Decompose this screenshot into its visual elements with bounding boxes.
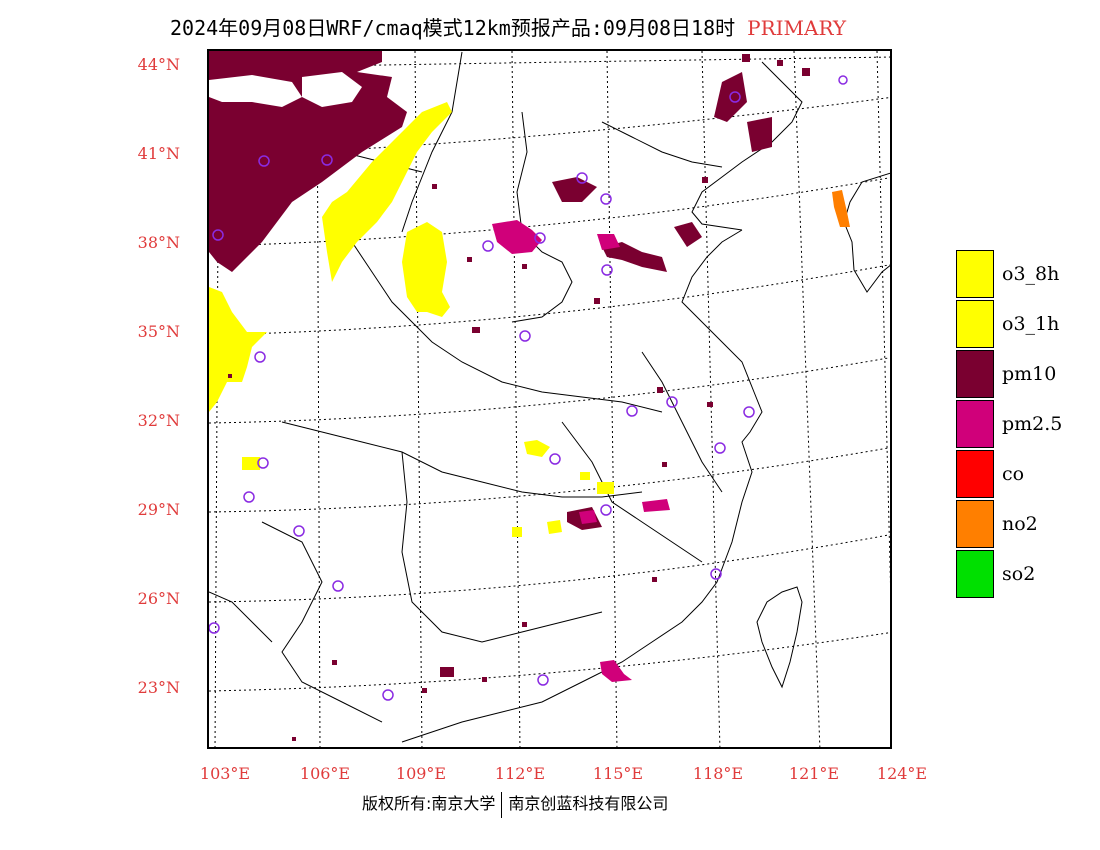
o3-field — [209, 102, 614, 537]
legend-item-so2: so2 — [956, 549, 1062, 599]
legend-swatch — [956, 550, 994, 598]
pm10-field — [209, 51, 772, 677]
legend-label: o3_1h — [1002, 313, 1060, 335]
map-svg — [209, 51, 890, 747]
legend-swatch — [956, 400, 994, 448]
legend-item-o3-1h: o3_1h — [956, 299, 1062, 349]
pm10-background-cut — [209, 72, 362, 107]
legend-item-pm10: pm10 — [956, 349, 1062, 399]
boundaries — [209, 51, 890, 743]
footer-separator — [501, 791, 503, 818]
lon-label-115: 115°E — [592, 764, 644, 783]
legend-label: co — [1002, 463, 1025, 485]
copyright-footer: 版权所有:南京大学 南京创蓝科技有限公司 — [362, 790, 668, 818]
lat-label-23: 23°N — [137, 678, 180, 697]
lat-label-29: 29°N — [137, 500, 180, 519]
legend-swatch — [956, 500, 994, 548]
lon-label-121: 121°E — [788, 764, 840, 783]
lon-label-124: 124°E — [876, 764, 928, 783]
lat-label-26: 26°N — [137, 589, 180, 608]
scattered-cells — [228, 54, 810, 741]
title-text: 2024年09月08日WRF/cmaq模式12km预报产品:09月08日18时 — [170, 16, 736, 40]
legend: o3_8h o3_1h pm10 pm2.5 co no2 so2 — [956, 249, 1062, 599]
legend-label: pm10 — [1002, 363, 1057, 385]
legend-label: o3_8h — [1002, 263, 1060, 285]
lat-label-41: 41°N — [137, 144, 180, 163]
legend-swatch — [956, 350, 994, 398]
legend-swatch — [956, 250, 994, 298]
lat-label-35: 35°N — [137, 322, 180, 341]
lat-label-44: 44°N — [137, 55, 180, 74]
legend-label: no2 — [1002, 513, 1038, 535]
copyright-company: 南京创蓝科技有限公司 — [508, 794, 669, 813]
map-panel — [207, 49, 892, 749]
no2-field — [832, 190, 850, 227]
station-markers — [209, 75, 848, 701]
map-title: 2024年09月08日WRF/cmaq模式12km预报产品:09月08日18时 P… — [170, 12, 846, 41]
legend-item-pm25: pm2.5 — [956, 399, 1062, 449]
legend-swatch — [956, 450, 994, 498]
legend-label: pm2.5 — [1002, 413, 1063, 435]
pm25-field — [492, 220, 670, 682]
lat-label-32: 32°N — [137, 411, 180, 430]
lon-label-106: 106°E — [299, 764, 351, 783]
copyright-owner: 版权所有:南京大学 — [362, 794, 496, 813]
legend-label: so2 — [1002, 563, 1036, 585]
legend-swatch — [956, 300, 994, 348]
legend-item-co: co — [956, 449, 1062, 499]
legend-item-o3-8h: o3_8h — [956, 249, 1062, 299]
lon-label-103: 103°E — [199, 764, 251, 783]
lon-label-112: 112°E — [494, 764, 546, 783]
lat-label-38: 38°N — [137, 233, 180, 252]
lon-label-109: 109°E — [395, 764, 447, 783]
title-tag: PRIMARY — [747, 16, 847, 40]
legend-item-no2: no2 — [956, 499, 1062, 549]
lon-label-118: 118°E — [692, 764, 744, 783]
